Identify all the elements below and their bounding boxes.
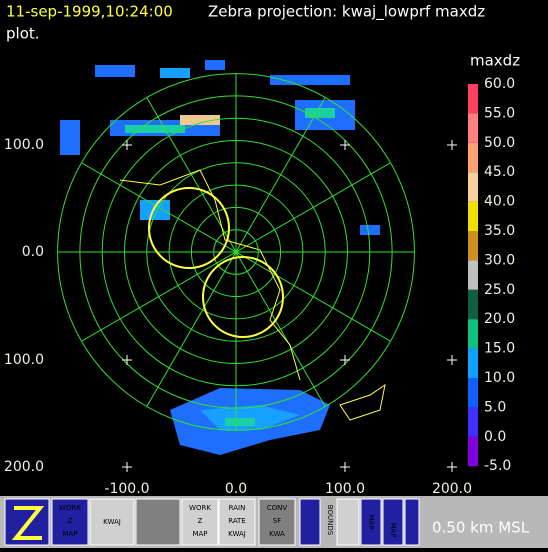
button-label: RAIN: [229, 504, 246, 512]
y-label: 200.0: [4, 459, 44, 475]
button-label: CONV: [267, 504, 288, 512]
color-block: [468, 113, 478, 143]
cross: [340, 355, 350, 365]
button: [135, 498, 181, 546]
button: [218, 498, 256, 546]
colorbar-label: 15.0: [484, 341, 515, 357]
button: [382, 498, 404, 546]
button-label: KWA: [269, 530, 285, 538]
button: [89, 498, 135, 546]
spoke: [81, 162, 391, 342]
x-label: -100.0: [104, 481, 149, 497]
button-label: RATE: [228, 517, 246, 525]
ring: [57, 73, 415, 431]
button: [181, 498, 219, 546]
button-label: BOUNDS: [326, 505, 334, 536]
color-block: [468, 172, 478, 202]
colorbar-label: -5.0: [484, 458, 511, 474]
button-label: MAP: [389, 522, 397, 537]
cross: [340, 140, 350, 150]
button-label: Z: [68, 517, 73, 525]
colorbar-label: 10.0: [484, 370, 515, 386]
button: [258, 498, 296, 546]
button-label: KWAJ: [228, 530, 246, 538]
colorbar-label: 20.0: [484, 311, 515, 327]
cross: [122, 462, 132, 472]
color-block: [468, 378, 478, 408]
button-label: Z: [198, 517, 203, 525]
status: 0.50 km MSL: [432, 519, 530, 537]
color-block: [468, 407, 478, 437]
button-label: WORK: [59, 504, 81, 512]
cross: [340, 462, 350, 472]
colorbar-label: 40.0: [484, 194, 515, 210]
x-label: 200.0: [432, 481, 472, 497]
coastline: [119, 169, 386, 421]
cross: [122, 140, 132, 150]
time: 11-sep-1999,10:24:00: [6, 3, 173, 21]
colorbar-label: 5.0: [484, 399, 506, 415]
range-rings: [57, 73, 415, 431]
cross: [447, 355, 457, 365]
cross: [122, 355, 132, 365]
toolbar: WORK Z MAP KWAJ WORK Z MAP RAIN RATE KWAJ CONV SF KW…: [0, 496, 548, 548]
colorbar-label: 30.0: [484, 252, 515, 268]
x-label: 0.0: [225, 481, 247, 497]
color-block: [468, 142, 478, 173]
button-label: MAP: [367, 514, 375, 529]
title: Zebra projection: kwaj_lowprf maxdz: [208, 3, 485, 22]
coastline: [148, 187, 284, 338]
color-block: [468, 201, 478, 231]
x-label: 100.0: [325, 481, 365, 497]
button-label: WORK: [189, 504, 211, 512]
colorbar-label: 60.0: [484, 76, 515, 92]
colorbar-label: 35.0: [484, 223, 515, 239]
cross: [447, 140, 457, 150]
color-block: [468, 348, 478, 378]
colorbar: 60.0 55.0 50.0 45.0 40.0 35.0 30.0 25.0 20.0 15.0…: [468, 76, 515, 474]
colorbar-label: 45.0: [484, 164, 515, 180]
colorbar-label: 25.0: [484, 282, 515, 298]
button: [51, 498, 89, 546]
color-block: [468, 289, 478, 320]
y-label: 0.0: [22, 244, 44, 260]
button: [360, 498, 382, 546]
cross: [447, 462, 457, 472]
button: [404, 498, 420, 546]
button-label: SF: [273, 517, 281, 525]
color-block: [468, 436, 478, 467]
colorbar-label: 0.0: [484, 429, 506, 445]
button: [299, 498, 321, 546]
color-block: [468, 260, 478, 290]
button-label: MAP: [62, 530, 77, 538]
colorbar-label: 50.0: [484, 135, 515, 151]
color-block: [468, 319, 478, 349]
radar-echoes: [60, 60, 380, 455]
color-block: [468, 231, 478, 261]
button-label: MAP: [192, 530, 207, 538]
title-cont: plot.: [6, 25, 40, 43]
colorbar-label: 55.0: [484, 105, 515, 121]
axis-labels: -100.0 0.0 100.0 200.0 100.0 0.0 100.0 200.0: [4, 137, 472, 497]
y-label: 100.0: [4, 137, 44, 153]
color-block: [468, 84, 478, 114]
button-label: KWAJ: [103, 518, 121, 526]
colorbar-field: maxdz: [470, 52, 520, 70]
button: [336, 498, 360, 546]
icon-z: [11, 506, 45, 540]
y-label: 100.0: [4, 352, 44, 368]
